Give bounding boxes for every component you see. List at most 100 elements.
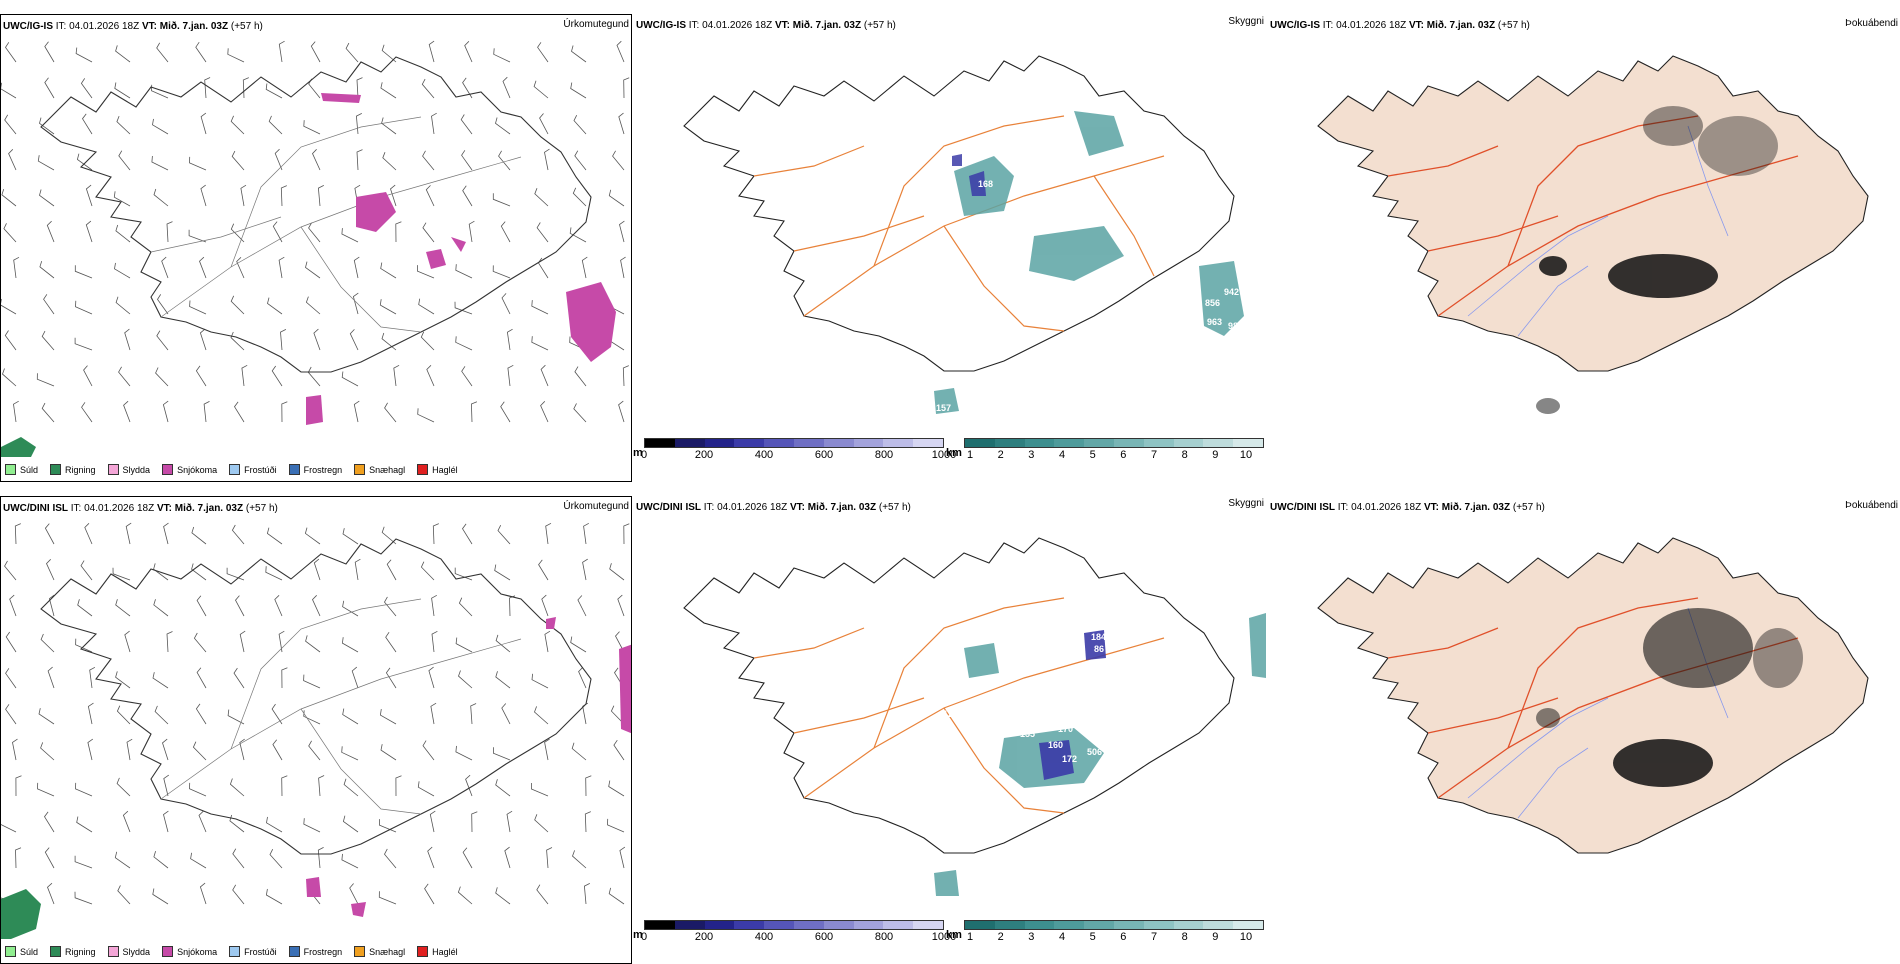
wind-barb [229, 778, 245, 797]
wind-barb [349, 329, 359, 351]
wind-barb [37, 782, 55, 797]
wind-barb [381, 526, 397, 545]
colorbar-segment [734, 439, 765, 447]
wind-barb [583, 883, 590, 905]
wind-barb [341, 746, 359, 761]
cloud-base-colorbar: 0 200 400 600 800 1000 m [633, 438, 956, 462]
fog-index-panel-2: UWC/DINI ISL IT: 04.01.2026 18Z VT: Mið.… [1268, 496, 1900, 964]
wind-barb [44, 77, 55, 99]
colorbar-segment [853, 439, 884, 447]
wind-barb [341, 371, 359, 387]
wind-barb [462, 523, 473, 545]
fog-areas [1536, 608, 1803, 787]
legend-item: Haglél [417, 946, 458, 957]
wind-barb [531, 300, 549, 315]
wind-barb [191, 563, 207, 581]
wind-barb [278, 256, 285, 279]
wind-barb [125, 522, 132, 545]
wind-barb [227, 48, 245, 63]
iceland-coastline [683, 537, 1235, 854]
wind-barb [166, 631, 173, 653]
wind-barb [152, 118, 169, 135]
wind-barb [116, 777, 131, 797]
wind-barb [540, 364, 549, 387]
colorbar-segment [704, 921, 735, 929]
wind-barb [1, 188, 17, 207]
wind-barb [390, 184, 397, 207]
wind-barb [622, 365, 629, 387]
wind-barb [303, 818, 321, 833]
wind-barb [384, 402, 397, 423]
colorbar-segment [645, 439, 675, 447]
wind-barb [495, 634, 511, 653]
cloud-base-label: 942 [1224, 287, 1239, 297]
wind-barb [233, 667, 245, 689]
wind-barb [454, 301, 473, 315]
wind-barb [455, 336, 473, 351]
wind-barb [304, 527, 321, 545]
wind-barb [204, 77, 211, 99]
legend-label: Snæhagl [369, 946, 406, 957]
wind-barb [162, 738, 169, 761]
wind-barb [421, 78, 435, 99]
cloud-base-label: 170 [1058, 724, 1073, 734]
wind-barb [8, 149, 17, 171]
colorbar-tick: 5 [1089, 449, 1096, 461]
legend-label: Snæhagl [369, 464, 406, 475]
wind-barb [44, 41, 55, 63]
wind-barb [75, 638, 93, 653]
wind-barb [545, 522, 552, 545]
wind-barb [75, 782, 93, 797]
panel-header: UWC/IG-IS IT: 04.01.2026 18Z VT: Mið. 7.… [636, 20, 896, 31]
wind-barb [266, 816, 283, 833]
rain-areas [1, 437, 36, 457]
colorbar-tick: 10 [1239, 449, 1253, 461]
wind-barb [495, 887, 511, 905]
panel-header: UWC/IG-IS IT: 04.01.2026 18Z VT: Mið. 7.… [1270, 20, 1530, 31]
wind-barb [80, 560, 93, 581]
wind-barb [265, 566, 283, 581]
wind-barb [418, 298, 435, 315]
wind-barb [236, 257, 245, 279]
wind-barb [116, 115, 131, 135]
wind-barb [268, 115, 283, 135]
wind-barb [581, 256, 588, 279]
wind-barb [114, 82, 131, 99]
colorbar-tick: 200 [694, 931, 714, 943]
wind-barb [384, 848, 397, 869]
wind-barb [539, 113, 549, 135]
wind-barb [353, 400, 360, 423]
wind-barb [313, 558, 321, 581]
colorbar-segment [823, 439, 854, 447]
wind-barb [470, 703, 477, 725]
wind-barb [274, 148, 283, 171]
wind-barb [538, 559, 549, 581]
visibility-panel-1: UWC/IG-IS IT: 04.01.2026 18Z VT: Mið. 7.… [633, 14, 1266, 482]
roads [150, 116, 522, 333]
wind-barb [501, 703, 511, 725]
wind-barb [118, 366, 131, 387]
wind-barb [196, 667, 207, 689]
wind-barb [431, 594, 437, 617]
wind-barb [351, 666, 359, 689]
wind-barb [615, 631, 625, 653]
wind-barb [199, 256, 207, 279]
wind-barb [85, 184, 93, 207]
wind-barb [199, 882, 207, 905]
rain-areas [1, 889, 41, 939]
cloud-base-colorbar: 0 200 400 600 800 1000 m [633, 920, 956, 944]
wind-barb [193, 632, 207, 653]
low-cloud-areas [1039, 630, 1106, 780]
panel-title: Úrkomutegund [563, 501, 629, 512]
wind-barb [530, 782, 549, 797]
wind-barb [417, 408, 435, 423]
wind-barb [74, 265, 93, 279]
wind-barb [422, 150, 435, 171]
panel-title: Þokuábendi [1845, 500, 1898, 511]
wind-barb [152, 888, 169, 905]
wind-barb [608, 887, 625, 905]
colorbar-unit: m [633, 447, 643, 459]
wind-barb [5, 42, 17, 63]
wind-barb [15, 847, 22, 869]
colorbar-segment [1084, 439, 1114, 447]
